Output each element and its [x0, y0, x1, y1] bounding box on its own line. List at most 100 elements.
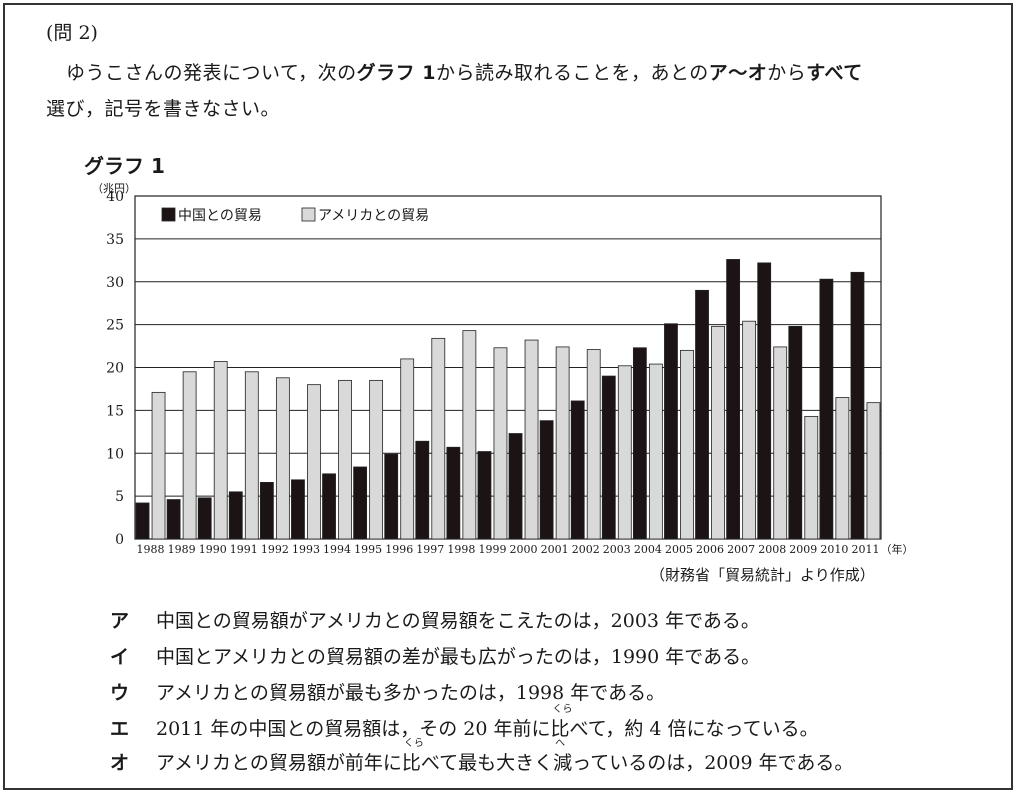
bar-china: [695, 289, 709, 540]
option-a: ア 中国との貿易額がアメリカとの貿易額をこえたのは，2003 年である。: [110, 606, 760, 633]
bar-china: [446, 446, 461, 540]
question-text-line1: ゆうこさんの発表について，次のグラフ 1から読み取れることを，あとのア〜オからす…: [66, 58, 863, 85]
x-tick-label: 1988: [137, 543, 165, 556]
x-tick-label: 1994: [323, 543, 351, 556]
question-text-part: ゆうこさんの発表について，次の: [66, 62, 357, 84]
ruby-word: へ減: [553, 738, 573, 775]
bar-usa: [804, 415, 819, 540]
x-tick-label: 2003: [603, 543, 631, 556]
ruby-reading: へ: [555, 738, 566, 749]
question-number: (問 2): [46, 22, 98, 44]
x-tick-label: 1991: [230, 543, 258, 556]
option-e: エ 2011 年の中国との貿易額は，その 20 年前に くら比べて，約 4 倍になっ…: [110, 704, 819, 741]
x-tick-label: 2005: [665, 543, 693, 556]
y-tick-label: 25: [106, 318, 124, 334]
question-text-emphasis: ア〜オ: [708, 62, 768, 84]
bar-china: [259, 482, 274, 540]
option-mark: イ: [110, 646, 130, 668]
option-text: べて最も大きく: [420, 752, 554, 774]
y-tick-label: 35: [106, 232, 124, 248]
bar-china: [197, 497, 212, 540]
graph-label: グラフ 1: [84, 154, 165, 178]
y-tick-label: 0: [115, 532, 124, 548]
option-text: っているのは，2009 年である。: [572, 752, 854, 774]
ruby-base: 減: [553, 752, 573, 774]
x-tick-label: 2011: [851, 543, 879, 556]
x-tick-label: 1989: [168, 543, 196, 556]
question-text-part: から読み取れることを，あとの: [435, 62, 709, 84]
x-tick-label: 2002: [572, 543, 600, 556]
option-mark: ア: [110, 610, 130, 632]
x-tick-label: 1990: [199, 543, 227, 556]
option-u: ウ アメリカとの貿易額が最も多かったのは，1998 年である。: [110, 678, 665, 705]
bar-china: [664, 323, 678, 540]
x-axis-label: （年）: [881, 542, 914, 556]
bar-china: [228, 491, 243, 540]
question-text-part: から: [767, 62, 807, 84]
bar-china: [135, 502, 150, 540]
ruby-base: 比: [401, 752, 421, 774]
y-axis-unit: （兆円）: [92, 182, 136, 195]
legend-label: 中国との貿易: [178, 208, 262, 224]
bar-usa: [680, 349, 694, 540]
x-tick-label: 2000: [510, 543, 538, 556]
option-text: アメリカとの貿易額が最も多かったのは，1998 年である。: [156, 682, 666, 704]
bar-china: [632, 347, 647, 540]
bar-usa: [338, 379, 352, 540]
question-text-line2: 選び，記号を書きなさい。: [46, 98, 281, 120]
option-mark: オ: [110, 752, 130, 774]
ruby-base: 比: [550, 718, 570, 740]
option-text: 中国との貿易額がアメリカとの貿易額をこえたのは，2003 年である。: [156, 610, 760, 632]
option-mark: エ: [110, 718, 130, 740]
y-tick-label: 15: [106, 403, 124, 419]
bar-usa: [742, 320, 757, 540]
bar-china: [477, 451, 492, 540]
bar-usa: [275, 377, 290, 540]
bar-china: [415, 440, 430, 540]
option-i: イ 中国とアメリカとの貿易額の差が最も広がったのは，1990 年である。: [110, 642, 760, 669]
x-tick-label: 1996: [385, 543, 413, 556]
bar-usa: [493, 347, 508, 540]
bar-usa: [400, 358, 415, 540]
question-text-emphasis: すべて: [806, 62, 863, 84]
option-text: アメリカとの貿易額が前年に: [156, 752, 402, 774]
bar-usa: [213, 361, 228, 540]
bar-usa: [835, 397, 850, 540]
bar-china: [291, 479, 305, 540]
option-text: 2011 年の中国との貿易額は，その 20 年前に: [156, 718, 551, 740]
question-text-emphasis: グラフ 1: [356, 62, 436, 84]
bar-usa: [462, 330, 477, 540]
x-tick-label: 1999: [478, 543, 506, 556]
ruby-word: くら比: [401, 738, 424, 775]
bar-china: [757, 262, 772, 540]
legend-swatch: [161, 207, 176, 222]
bar-usa: [711, 325, 725, 540]
bar-usa: [244, 371, 259, 540]
bar-china: [508, 433, 523, 540]
bar-usa: [182, 371, 197, 540]
x-tick-label: 2010: [820, 543, 848, 556]
bar-chart: 0 5 10 15 20 25 30 35 40 1988 1989 1990 1991 1992 1993…: [106, 189, 914, 556]
ruby-word: くら比: [550, 704, 572, 741]
x-tick-label: 2006: [696, 543, 724, 556]
bar-china: [384, 453, 399, 540]
x-tick-label: 2007: [727, 543, 755, 556]
bar-china: [570, 400, 585, 540]
bar-usa: [151, 391, 166, 540]
y-tick-label: 10: [106, 446, 124, 462]
x-tick-label: 1998: [447, 543, 475, 556]
bar-usa: [431, 337, 446, 540]
y-tick-label: 40: [106, 189, 124, 205]
x-tick-label: 1997: [416, 543, 444, 556]
bar-usa: [369, 379, 384, 540]
option-o: オ アメリカとの貿易額が前年に くら 比べて最も大きくへ減っているのは，2009 年で…: [110, 738, 854, 775]
ruby-reading: くら: [552, 704, 573, 715]
bar-china: [353, 466, 368, 540]
x-tick-label: 2008: [758, 543, 786, 556]
option-text: べて，約 4 倍になっている。: [569, 718, 819, 740]
bar-china: [322, 473, 336, 540]
bar-usa: [617, 365, 632, 540]
bar-china: [819, 278, 834, 540]
y-tick-label: 5: [115, 489, 124, 505]
bar-china: [726, 259, 741, 540]
